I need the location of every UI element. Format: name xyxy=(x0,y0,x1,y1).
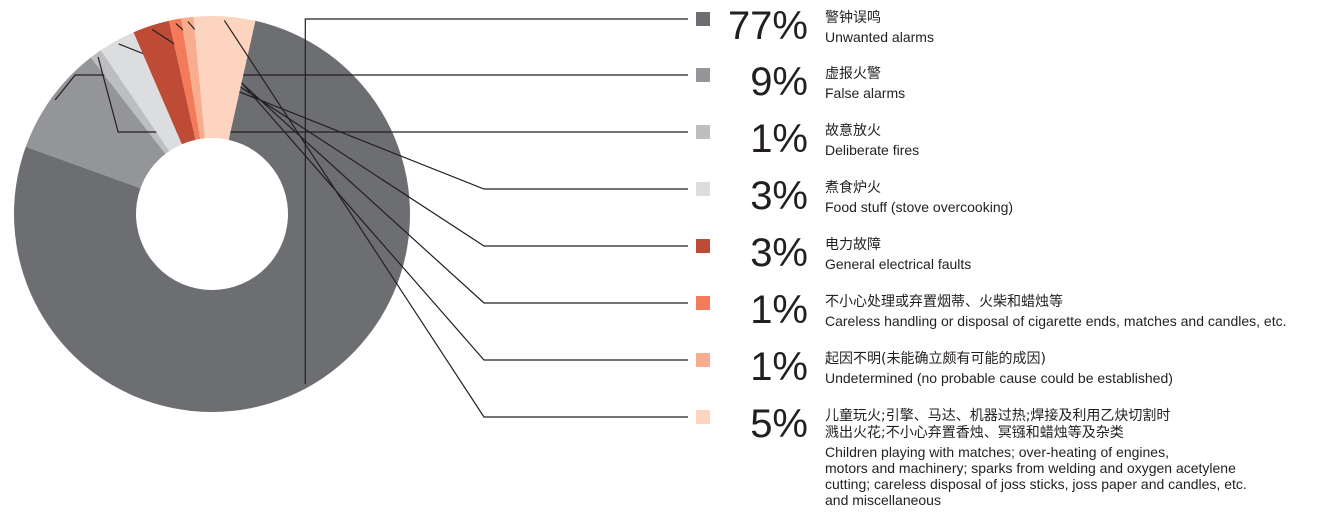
pie-slice-7 xyxy=(181,16,205,139)
legend-swatch xyxy=(696,296,710,310)
legend-swatch xyxy=(696,125,710,139)
legend-label-english: Unwanted alarms xyxy=(825,29,934,45)
legend-label-english: Careless handling or disposal of cigaret… xyxy=(825,313,1287,329)
slice-percentage-label: 1% xyxy=(750,345,808,389)
leader-line-6 xyxy=(175,22,688,304)
legend-label-chinese: 起因不明(未能确立颇有可能的成因) xyxy=(825,351,1046,367)
slice-percentage-label: 3% xyxy=(750,231,808,275)
leader-line-2 xyxy=(54,74,688,101)
slice-percentage-label: 1% xyxy=(750,288,808,332)
legend-label-chinese: 煮食炉火 xyxy=(825,180,881,196)
pie-slice-3 xyxy=(90,50,170,154)
legend-swatch xyxy=(696,182,710,196)
legend-swatch xyxy=(696,12,710,26)
legend-label-chinese: 虚报火警 xyxy=(825,66,881,82)
legend-label-english: Undetermined (no probable cause could be… xyxy=(825,370,1173,386)
legend-label-chinese: 不小心处理或弃置烟蒂、火柴和蜡烛等 xyxy=(825,294,1063,310)
pie-slice-5 xyxy=(133,20,196,145)
pie-slice-8 xyxy=(193,15,256,140)
legend-swatch xyxy=(696,410,710,424)
leader-line-1 xyxy=(304,18,688,385)
legend-label-english: Children playing with matches; over-heat… xyxy=(825,444,1247,508)
legend-label-english: Food stuff (stove overcooking) xyxy=(825,199,1014,215)
pie-slice-2 xyxy=(25,57,166,189)
pie-slice-6 xyxy=(168,18,201,140)
leader-line-8 xyxy=(223,20,688,418)
legend-label-chinese: 儿童玩火;引擎、马达、机器过热;焊接及利用乙炔切割时 溅出火花;不小心弃置香烛、… xyxy=(825,408,1171,441)
slice-percentage-label: 77% xyxy=(727,4,808,48)
legend-label-english: Deliberate fires xyxy=(825,142,920,158)
legend-swatch xyxy=(696,68,710,82)
legend-label-chinese: 故意放火 xyxy=(825,123,881,139)
legend-swatch xyxy=(696,239,710,253)
legend-label-english: False alarms xyxy=(825,85,906,101)
leader-line-7 xyxy=(187,21,688,361)
slice-percentage-label: 5% xyxy=(750,402,808,446)
legend-label-chinese: 电力故障 xyxy=(825,237,881,253)
leader-line-4 xyxy=(118,43,688,190)
slice-percentage-label: 1% xyxy=(750,117,808,161)
slice-percentage-label: 9% xyxy=(750,60,808,104)
slice-percentage-label: 3% xyxy=(750,174,808,218)
pie-slice-4 xyxy=(100,32,182,152)
legend-label-english: General electrical faults xyxy=(825,256,972,272)
legend-swatch xyxy=(696,353,710,367)
pie-slice-1 xyxy=(13,20,410,413)
legend-label-chinese: 警钟误鸣 xyxy=(825,10,881,26)
leader-line-3 xyxy=(97,56,688,133)
